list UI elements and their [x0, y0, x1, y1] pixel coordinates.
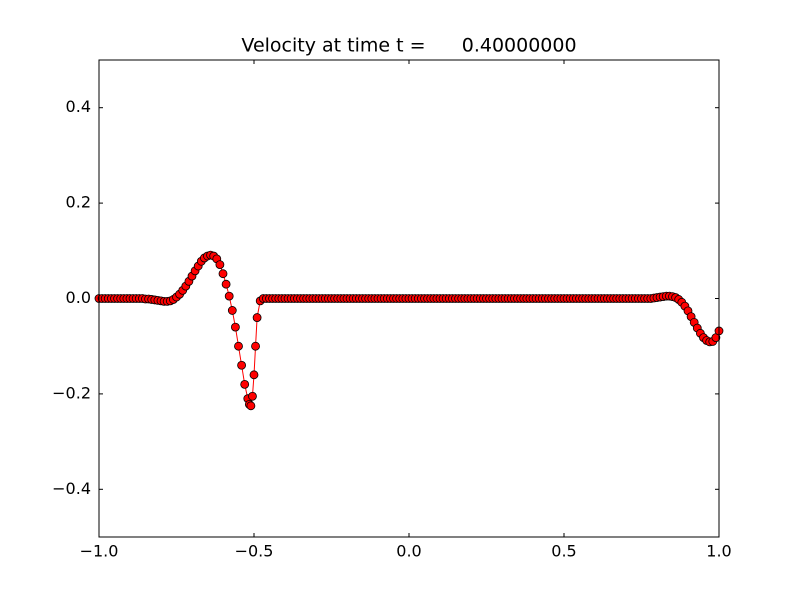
x-tick-label: 0.5 [551, 542, 576, 561]
x-tick-label: −0.5 [235, 542, 274, 561]
x-tick-label: −1.0 [80, 542, 119, 561]
data-point [234, 341, 243, 351]
data-point [246, 401, 256, 411]
y-tick-label: 0.0 [66, 288, 91, 307]
x-tick-label: 0.0 [396, 542, 421, 561]
x-tick-label: 1.0 [706, 542, 731, 561]
data-point [230, 322, 240, 332]
data-point [227, 306, 237, 315]
y-tick-label: 0.2 [66, 193, 91, 212]
data-point [248, 391, 257, 401]
y-tick-label: 0.4 [66, 97, 91, 116]
data-point [251, 341, 260, 351]
y-tick-label: −0.4 [52, 479, 91, 498]
data-point [218, 269, 228, 279]
data-point [221, 279, 231, 289]
data-point [224, 291, 234, 301]
data-point [252, 313, 262, 322]
chart-title: Velocity at time t = 0.40000000 [241, 35, 576, 57]
data-point [240, 379, 250, 389]
data-point [237, 360, 247, 370]
plot-frame [98, 59, 720, 538]
data-point [215, 260, 225, 270]
data-point [249, 370, 259, 380]
y-tick-label: −0.2 [52, 383, 91, 402]
